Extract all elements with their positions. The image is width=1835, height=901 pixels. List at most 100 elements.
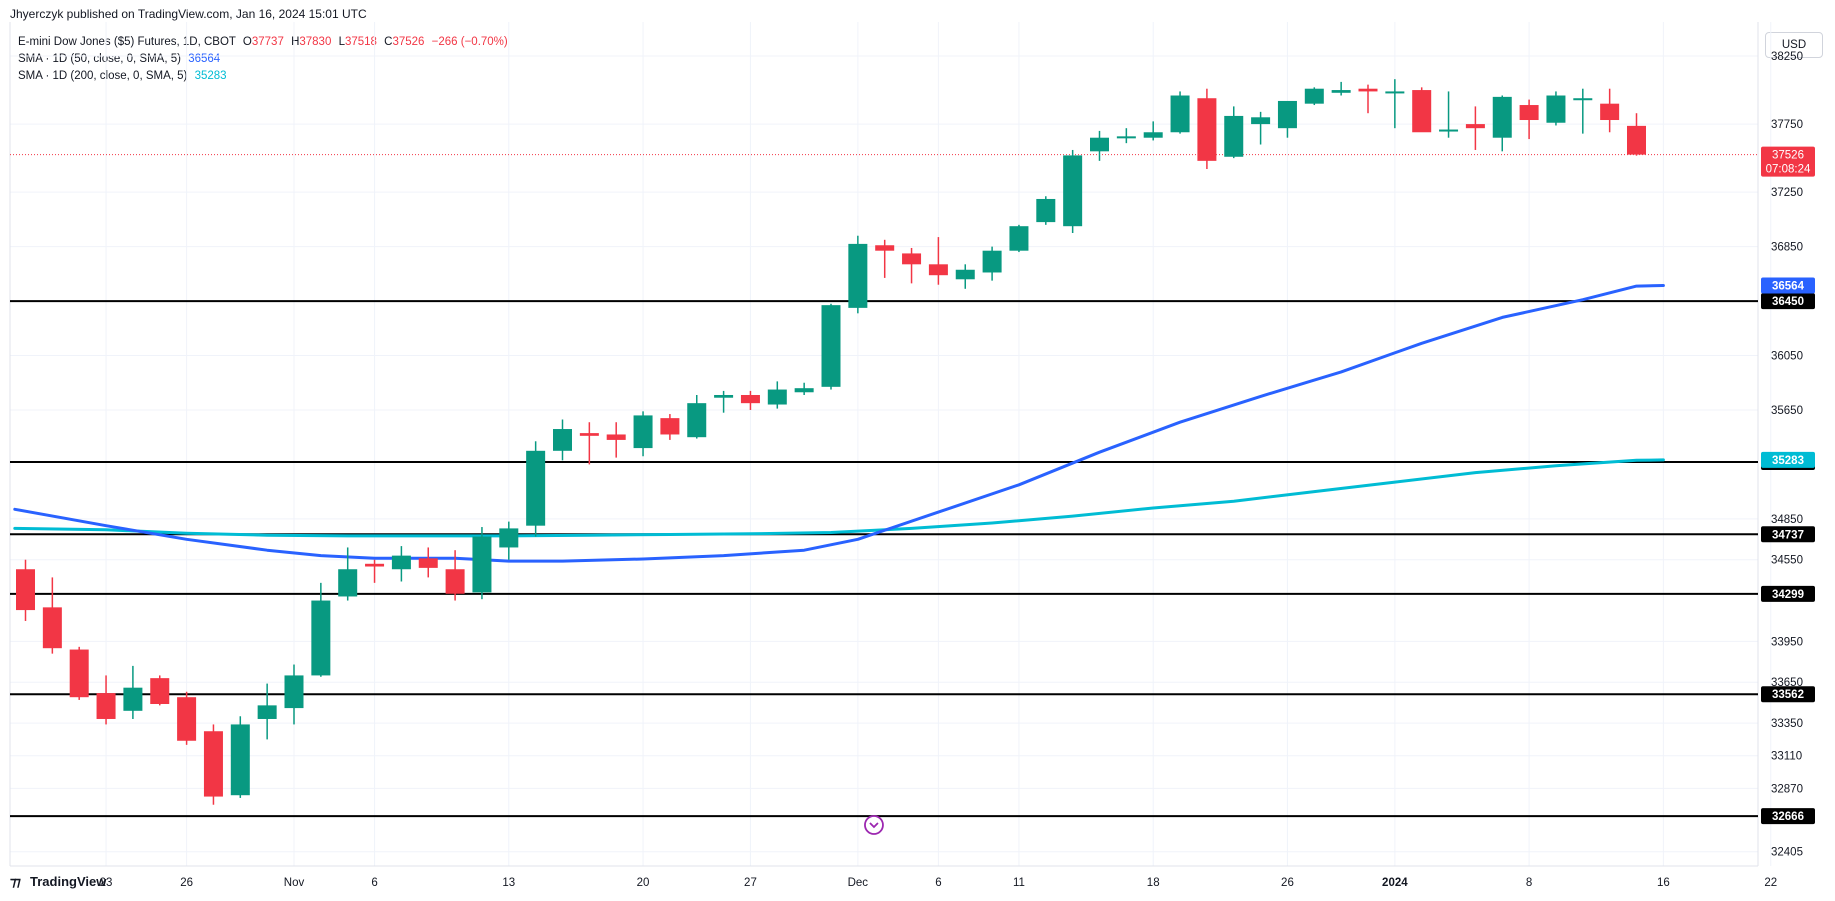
candle-body — [1519, 105, 1539, 121]
level-price-badge-bg — [1761, 293, 1815, 310]
candle-up — [1090, 130, 1109, 161]
currency-button[interactable]: USD — [1765, 32, 1823, 58]
candle-up — [1304, 87, 1324, 106]
candle-body — [1143, 132, 1163, 138]
tradingview-logo[interactable]: ⁊⁊ TradingView — [10, 874, 106, 890]
candle-body — [230, 724, 250, 796]
candle-up — [1224, 106, 1244, 159]
candle-body — [1573, 98, 1593, 101]
candle-body — [1277, 100, 1297, 129]
candle-body — [338, 569, 358, 597]
sma200-price-badge[interactable]: 35283 — [1761, 451, 1815, 468]
candle-up — [553, 419, 572, 461]
price-tick-label: 34550 — [1771, 555, 1803, 567]
candle-down — [902, 247, 922, 284]
candle-up — [1251, 111, 1271, 145]
candle-body — [1358, 88, 1378, 92]
level-price-badge-text: 33562 — [1772, 689, 1804, 701]
candle-up — [311, 582, 331, 677]
candle-up — [687, 394, 707, 439]
candle-body — [177, 697, 197, 741]
sma200-line — [13, 458, 1665, 538]
candle-body — [821, 305, 841, 387]
last-price-badge[interactable]: 37526 07:08:24 — [1761, 146, 1815, 177]
candle-body — [1009, 226, 1029, 251]
candle-up — [1546, 91, 1566, 126]
price-tick-label: 36850 — [1771, 242, 1803, 254]
candle-body — [1224, 115, 1244, 157]
candle-up — [338, 547, 358, 601]
candle-body — [1546, 95, 1566, 123]
candle-body — [955, 269, 975, 280]
candle-up — [391, 546, 411, 582]
candle-up — [230, 716, 250, 798]
price-tick-label: 33110 — [1771, 751, 1802, 763]
candle-body — [123, 687, 143, 711]
price-tick-label: 32870 — [1771, 783, 1803, 795]
level-price-badge[interactable]: 36450 — [1761, 293, 1815, 310]
candle-down — [1519, 99, 1539, 140]
tradingview-logo-icon: ⁊⁊ — [10, 874, 21, 889]
candle-down — [150, 675, 170, 706]
candle-up — [284, 664, 304, 725]
time-tick-label: 11 — [1013, 877, 1025, 889]
time-tick-label: 6 — [935, 877, 941, 889]
sma200-price-badge-text: 35283 — [1772, 455, 1804, 467]
candle-up — [472, 527, 492, 600]
legend-symbol-row[interactable]: E-mini Dow Jones ($5) Futures, 1D, CBOT … — [18, 34, 508, 51]
level-price-badge[interactable]: 34299 — [1761, 585, 1815, 602]
candle-body — [69, 649, 89, 698]
candle-body — [714, 394, 734, 398]
candle-body — [794, 388, 814, 393]
candle-up — [848, 235, 868, 314]
sma50-line — [13, 284, 1665, 563]
candle-down — [1412, 87, 1432, 133]
published-line: Jhyerczyk published on TradingView.com, … — [10, 7, 367, 21]
candle-down — [740, 390, 760, 410]
candle-up — [1277, 100, 1297, 138]
candle-up — [1063, 149, 1083, 233]
candle-down — [1627, 113, 1646, 156]
timeline-icon[interactable] — [864, 815, 884, 835]
candle-down — [69, 646, 89, 700]
time-tick-label: 23 — [100, 877, 113, 889]
price-tick-label: 32405 — [1771, 847, 1803, 859]
candle-body — [257, 705, 277, 719]
price-tick-label: 37250 — [1771, 187, 1803, 199]
timeline-icon-ring — [864, 815, 884, 835]
candle-body — [1063, 155, 1083, 227]
tradingview-brand: TradingView — [30, 874, 107, 889]
time-tick-label: Nov — [284, 877, 305, 889]
sma50-price-badge[interactable]: 36564 — [1761, 277, 1815, 294]
level-price-badge[interactable]: 32666 — [1761, 808, 1815, 825]
candle-body — [1170, 95, 1190, 133]
level-price-badge-bg — [1761, 808, 1815, 825]
time-tick-label: 16 — [1657, 877, 1670, 889]
last-price-value: 37526 — [1772, 150, 1804, 162]
last-price-badge-bg — [1761, 146, 1815, 177]
bar-countdown: 07:08:24 — [1766, 164, 1811, 176]
candle-down — [16, 559, 35, 621]
candle-up — [1036, 196, 1056, 225]
candle-body — [526, 450, 546, 526]
time-tick-label: 6 — [371, 877, 377, 889]
candle-up — [1009, 224, 1029, 253]
level-price-badge-bg — [1761, 585, 1815, 602]
time-tick-label: Dec — [848, 877, 869, 889]
candle-up — [821, 303, 841, 390]
candle-up — [1143, 121, 1163, 141]
level-price-badge[interactable]: 33562 — [1761, 686, 1815, 703]
candle-up — [526, 441, 546, 537]
candle-body — [579, 433, 599, 436]
candle-body — [96, 693, 116, 719]
candle-up — [1573, 88, 1593, 134]
legend-sma200-label: SMA · 1D (200, close, 0, SMA, 5) — [18, 70, 188, 82]
legend-sma200-row[interactable]: SMA · 1D (200, close, 0, SMA, 5) 35283 — [18, 68, 508, 85]
candle-up — [123, 665, 143, 719]
candle-body — [150, 678, 170, 705]
candle-up — [257, 683, 277, 740]
level-price-badge[interactable]: 34737 — [1761, 526, 1815, 543]
candle-body — [445, 569, 465, 594]
candle-up — [1116, 128, 1136, 144]
